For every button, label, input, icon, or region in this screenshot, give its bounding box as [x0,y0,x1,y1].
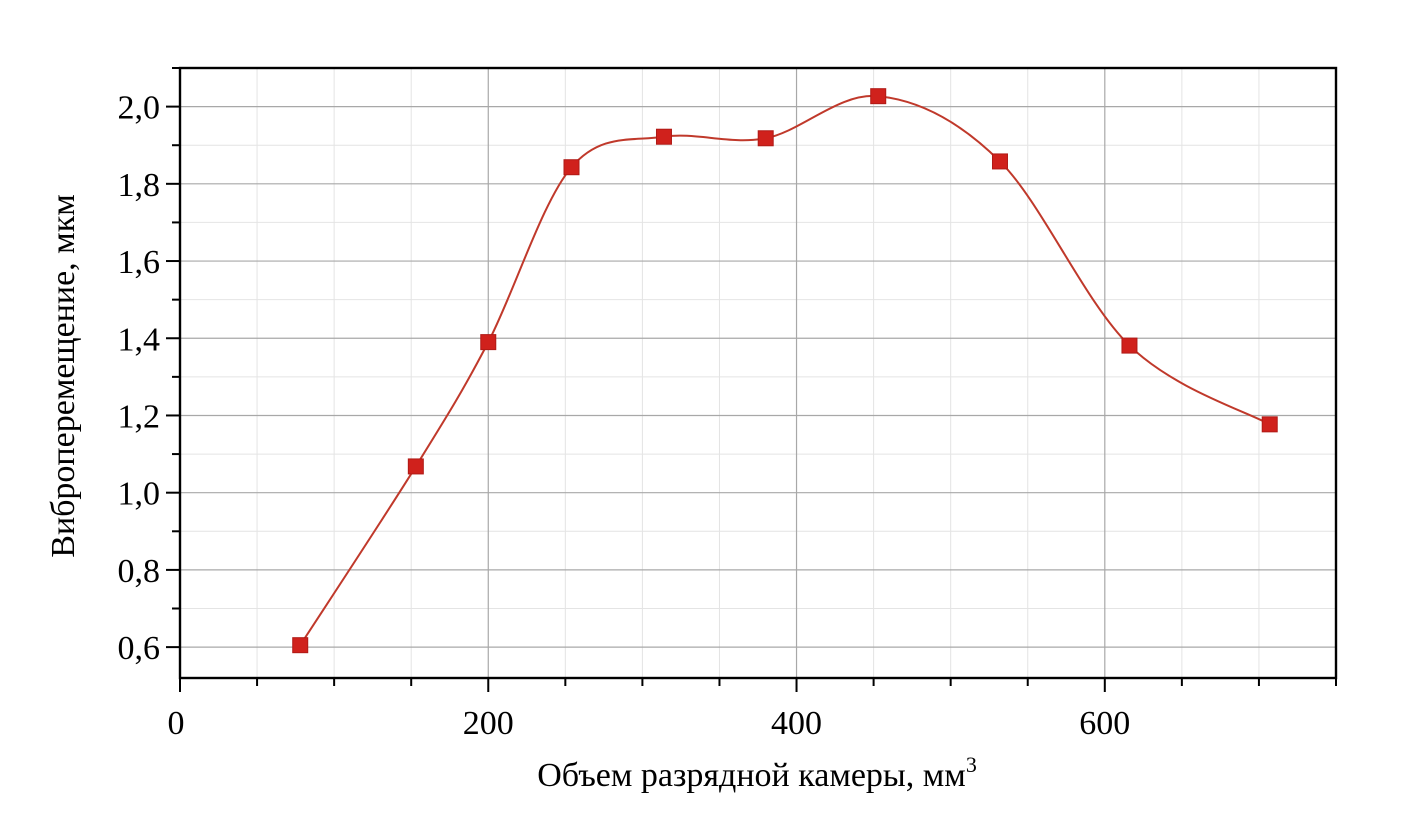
data-point-marker [292,637,309,654]
tick-labels: 0 200 400 600 0,6 0,8 1,0 1,2 1,4 1,6 1,8 2,0 [118,90,1131,742]
data-point-marker [655,128,672,145]
y-tick-label: 2,0 [118,90,161,127]
y-tick-label: 1,8 [118,167,161,204]
y-tick-label: 1,6 [118,244,161,281]
x-axis-title-text: Объем разрядной камеры, мм [537,757,966,794]
x-tick-label: 400 [771,705,822,742]
grid [180,67,1336,678]
data-point-marker [480,334,497,351]
x-tick-label: 200 [463,705,514,742]
x-axis-title-superscript: 3 [966,752,977,777]
data-point-marker [757,130,774,147]
y-axis-title: Виброперемещение, мкм [45,194,82,557]
data-point-marker [563,159,580,176]
y-tick-label: 0,8 [118,553,161,590]
y-tick-label: 0,6 [118,630,161,667]
x-tick-label: 600 [1079,705,1130,742]
y-tick-label: 1,2 [118,398,161,435]
y-tick-label: 1,0 [118,476,161,513]
data-point-marker [870,88,887,105]
data-point-marker [407,458,424,475]
data-point-marker [991,153,1008,170]
series-line [299,95,1271,646]
x-axis-title: Объем разрядной камеры, мм3 [537,752,977,794]
series-layer [292,88,1278,654]
y-tick-label: 1,4 [118,321,161,358]
data-point-marker [1261,416,1278,433]
axes [166,66,1338,692]
data-point-marker [1121,337,1138,354]
plot-frame [178,66,1338,680]
x-tick-label: 0 [168,705,185,742]
